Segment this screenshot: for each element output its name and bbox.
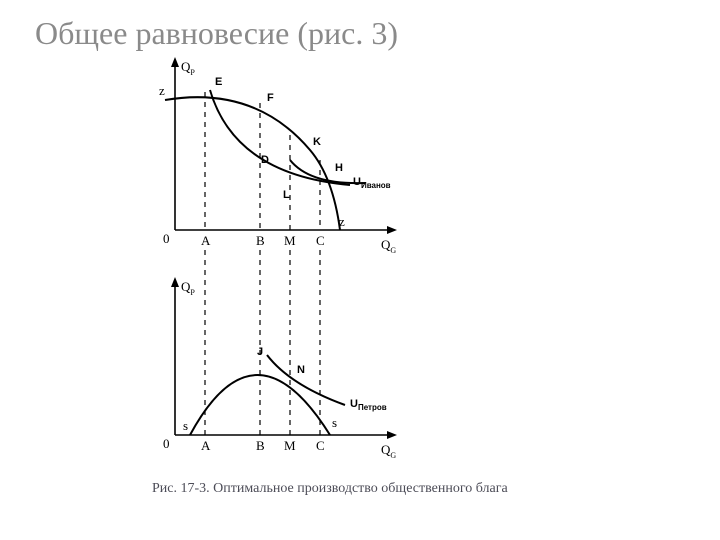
bot-U: UПетров (350, 398, 387, 412)
bot-M: M (284, 438, 296, 453)
top-B: B (256, 233, 265, 248)
bot-x-label: QG (381, 442, 396, 460)
bot-s2: s (332, 415, 337, 430)
bot-s1: s (183, 418, 188, 433)
top-ppf-curve (165, 97, 340, 230)
bot-x-arrow (387, 431, 397, 439)
figure-caption: Рис. 17-3. Оптимальное производство обще… (152, 480, 508, 499)
top-D: D (261, 154, 269, 166)
bot-y-label: QP (181, 279, 195, 297)
bot-y-arrow (171, 277, 179, 287)
top-C: C (316, 233, 325, 248)
top-U: UИванов (353, 176, 391, 190)
top-x-label: QG (381, 237, 396, 255)
top-y-arrow (171, 57, 179, 67)
top-z2: z (339, 214, 345, 229)
top-F: F (267, 92, 274, 104)
bot-C: C (316, 438, 325, 453)
bot-J: J (257, 346, 263, 358)
top-H: H (335, 162, 343, 174)
top-y-label: QP (181, 59, 195, 77)
top-M: M (284, 233, 296, 248)
page-title: Общее равновесие (рис. 3) (35, 15, 398, 52)
top-x-arrow (387, 226, 397, 234)
bot-N: N (297, 364, 305, 376)
bot-B: B (256, 438, 265, 453)
top-L: L (283, 189, 290, 201)
bot-origin: 0 (163, 436, 170, 451)
bot-A: A (201, 438, 211, 453)
diagram-svg: QP QG 0 z z E F K H D L UИванов A B M C … (135, 55, 435, 475)
top-transformation-curve (210, 90, 350, 185)
top-origin: 0 (163, 231, 170, 246)
top-E: E (215, 76, 222, 88)
top-A: A (201, 233, 211, 248)
top-z1: z (159, 83, 165, 98)
top-K: K (313, 136, 321, 148)
